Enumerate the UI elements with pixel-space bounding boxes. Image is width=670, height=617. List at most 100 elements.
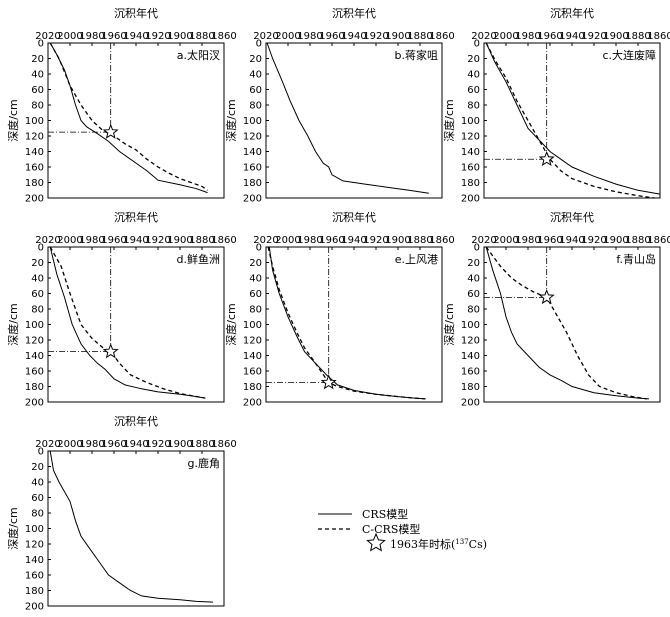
chart-5-xtick-label-5: 1920 <box>363 235 388 246</box>
chart-2-ytick-label-1: 20 <box>249 54 262 65</box>
chart-7-ytick-label-7: 140 <box>25 555 44 566</box>
chart-7-ytick-label-2: 40 <box>31 478 44 489</box>
chart-2-ytick-label-10: 200 <box>243 194 262 205</box>
chart-6-xtick-label-8: 1860 <box>647 235 670 246</box>
chart-6-ytick-label-10: 200 <box>461 398 480 409</box>
chart-4-ytick-label-4: 80 <box>31 305 44 316</box>
chart-4-ccrs-line <box>49 246 206 399</box>
chart-6-ytick-label-5: 100 <box>461 320 480 331</box>
chart-6-ytick-label-4: 80 <box>467 305 480 316</box>
chart-4-ytick-label-2: 40 <box>31 274 44 285</box>
chart-2-ytick-label-8: 160 <box>243 163 262 174</box>
chart-4-crs-line <box>49 246 206 399</box>
chart-6-xtick-label-3: 1960 <box>537 235 562 246</box>
chart-1-ytick-label-2: 40 <box>31 70 44 81</box>
chart-2-frame <box>265 42 443 199</box>
chart-5-ylabel: 深度/cm <box>224 303 238 345</box>
chart-2-ylabel: 深度/cm <box>224 99 238 141</box>
chart-2-ytick-label-5: 100 <box>243 116 262 127</box>
chart-7-xtick-label-2: 1980 <box>79 439 104 450</box>
chart-1-xtick-label-8: 1860 <box>211 31 236 42</box>
chart-5-xtick-label-8: 1860 <box>429 235 454 246</box>
chart-3-ytick-label-7: 140 <box>461 147 480 158</box>
chart-3-ytick-label-4: 80 <box>467 101 480 112</box>
chart-7-xtick-label-4: 1940 <box>123 439 148 450</box>
chart-1-xtick-label-1: 2000 <box>57 31 82 42</box>
legend-crs-label: CRS模型 <box>362 507 408 521</box>
chart-7-ytick-label-6: 120 <box>25 540 44 551</box>
chart-7-xtick-label-7: 1880 <box>189 439 214 450</box>
chart-5-xtick-label-2: 1980 <box>297 235 322 246</box>
chart-6-ytick-label-0: 0 <box>474 243 480 254</box>
chart-3-xtick-label-4: 1940 <box>559 31 584 42</box>
chart-4-ytick-label-9: 180 <box>25 382 44 393</box>
chart-7-ytick-label-8: 160 <box>25 571 44 582</box>
chart-7-xtick-label-1: 2000 <box>57 439 82 450</box>
chart-6-xtick-label-2: 1980 <box>515 235 540 246</box>
chart-1-ytick-label-7: 140 <box>25 147 44 158</box>
chart-5-ytick-label-10: 200 <box>243 398 262 409</box>
chart-3-xtick-label-0: 2020 <box>471 31 496 42</box>
chart-2-xtick-label-7: 1880 <box>407 31 432 42</box>
chart-5-ytick-label-5: 100 <box>243 320 262 331</box>
chart-3-star-marker <box>538 150 555 166</box>
chart-1-xlabel: 沉积年代 <box>114 6 158 20</box>
chart-5-xtick-label-1: 2000 <box>275 235 300 246</box>
chart-1-ytick-label-3: 60 <box>31 85 44 96</box>
chart-4-xtick-label-4: 1940 <box>123 235 148 246</box>
chart-3-ytick-label-5: 100 <box>461 116 480 127</box>
chart-2-ytick-label-7: 140 <box>243 147 262 158</box>
chart-7-ytick-label-3: 60 <box>31 493 44 504</box>
chart-1-xtick-label-7: 1880 <box>189 31 214 42</box>
chart-6-star-marker <box>538 289 555 305</box>
chart-5-xtick-label-7: 1880 <box>407 235 432 246</box>
legend: CRS模型 C-CRS模型 1963年时标(137Cs) <box>318 507 487 552</box>
chart-5-xtick-label-0: 2020 <box>253 235 278 246</box>
chart-6-xtick-label-6: 1900 <box>603 235 628 246</box>
chart-1-ytick-label-5: 100 <box>25 116 44 127</box>
chart-6-ytick-label-9: 180 <box>461 382 480 393</box>
chart-5-panel-label: e.上风港 <box>395 253 438 266</box>
chart-4-xtick-label-8: 1860 <box>211 235 236 246</box>
chart-7-crs-line <box>49 450 214 603</box>
chart-1-star-marker <box>102 123 119 139</box>
chart-4-panel-label: d.鲜鱼洲 <box>177 252 220 266</box>
chart-2-xtick-label-4: 1940 <box>341 31 366 42</box>
chart-5-ytick-label-7: 140 <box>243 351 262 362</box>
chart-7-xtick-label-8: 1860 <box>211 439 236 450</box>
legend-marker-label-pre: 1963年时标( <box>390 537 455 551</box>
chart-6-ytick-label-1: 20 <box>467 258 480 269</box>
chart-4-xtick-label-6: 1900 <box>167 235 192 246</box>
chart-6-panel-label: f.青山岛 <box>616 252 656 266</box>
chart-2-xtick-label-8: 1860 <box>429 31 454 42</box>
chart-7-ytick-label-1: 20 <box>31 462 44 473</box>
chart-7-ytick-label-10: 200 <box>25 602 44 613</box>
chart-3-xtick-label-5: 1920 <box>581 31 606 42</box>
chart-3-ytick-label-9: 180 <box>461 178 480 189</box>
chart-1-ytick-label-0: 0 <box>38 39 44 50</box>
chart-1-xtick-label-3: 1960 <box>101 31 126 42</box>
chart-7-ylabel: 深度/cm <box>6 507 20 549</box>
chart-4-xtick-label-1: 2000 <box>57 235 82 246</box>
chart-6-ytick-label-8: 160 <box>461 367 480 378</box>
chart-4-ytick-label-1: 20 <box>31 258 44 269</box>
chart-6-ytick-label-6: 120 <box>461 336 480 347</box>
chart-5-star-marker <box>320 374 337 390</box>
chart-1-crs-line <box>49 42 208 194</box>
chart-7-ytick-label-9: 180 <box>25 586 44 597</box>
chart-4-ytick-label-5: 100 <box>25 320 44 331</box>
chart-5-ytick-label-9: 180 <box>243 382 262 393</box>
chart-panels: 2020200019801960194019201900188018600204… <box>6 6 670 613</box>
chart-2-ytick-label-9: 180 <box>243 178 262 189</box>
chart-2-xlabel: 沉积年代 <box>332 6 376 20</box>
chart-2-xtick-label-3: 1960 <box>319 31 344 42</box>
chart-4-ytick-label-6: 120 <box>25 336 44 347</box>
chart-4-ylabel: 深度/cm <box>6 303 20 345</box>
chart-7-ytick-label-0: 0 <box>38 447 44 458</box>
